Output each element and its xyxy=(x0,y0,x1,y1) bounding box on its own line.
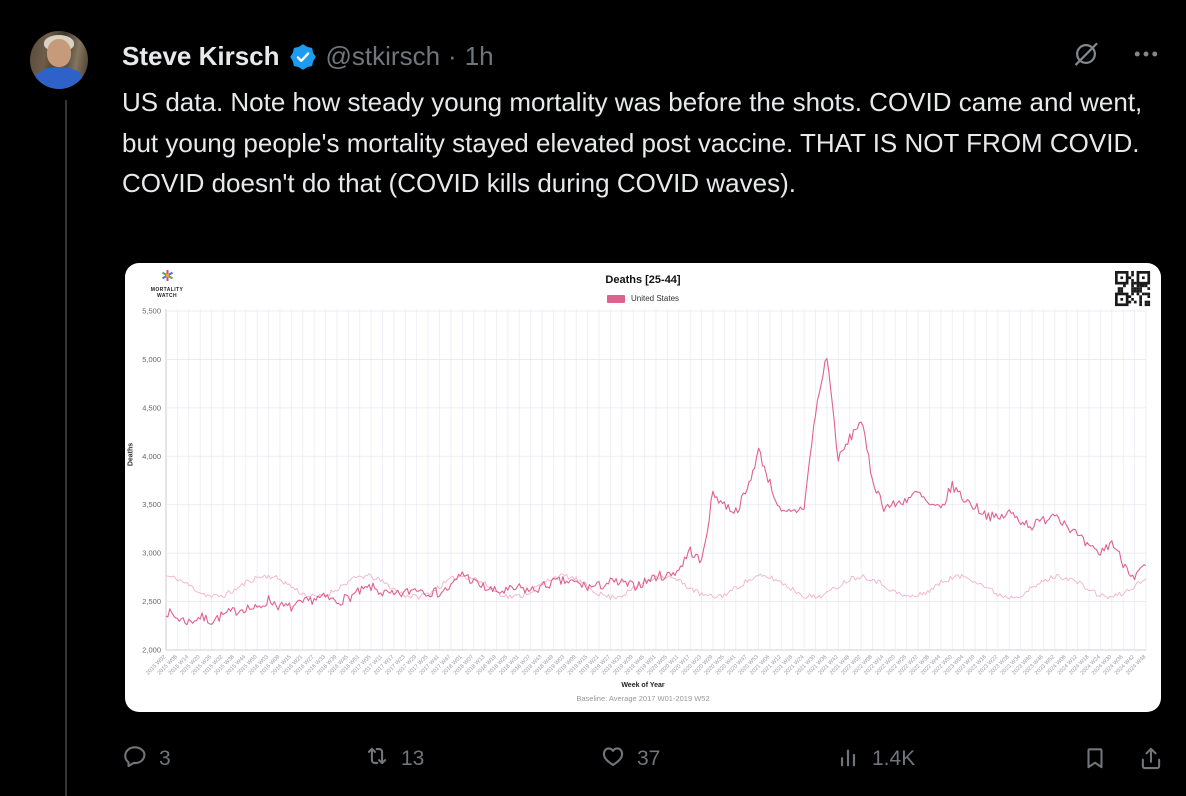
tweet-media-chart[interactable]: MORTALITY WATCH Deaths [25-44] United St… xyxy=(125,263,1161,712)
reply-count: 3 xyxy=(159,747,171,770)
svg-text:5,000: 5,000 xyxy=(142,355,161,364)
logo-text-line2: WATCH xyxy=(157,293,177,299)
y-axis-title: Deaths xyxy=(127,442,135,467)
reply-button[interactable]: 3 xyxy=(122,736,171,782)
repost-icon xyxy=(364,743,390,775)
legend-swatch xyxy=(606,294,625,303)
logo-text-line1: MORTALITY xyxy=(150,287,184,293)
bookmark-button[interactable] xyxy=(1082,745,1108,774)
tweet-body-text: US data. Note how steady young mortality… xyxy=(122,87,1143,198)
qr-code xyxy=(1115,271,1151,307)
engagement-bar: 3 13 37 1.4K xyxy=(122,736,1166,782)
svg-text:4,000: 4,000 xyxy=(142,452,161,461)
thread-connector-line xyxy=(65,100,67,796)
mortality-watch-logo: MORTALITY WATCH xyxy=(138,269,196,299)
repost-button[interactable]: 13 xyxy=(364,736,424,782)
author-name[interactable]: Steve Kirsch xyxy=(122,41,280,71)
svg-text:4,500: 4,500 xyxy=(142,403,161,412)
repost-count: 13 xyxy=(401,747,425,770)
share-button[interactable] xyxy=(1138,745,1164,774)
avatar[interactable] xyxy=(30,31,88,89)
line-chart-plot: 2,000 2,500 3,000 3,500 4,000 4,500 5,000 5,500… xyxy=(142,307,1147,676)
x-axis-title: Week of Year xyxy=(621,682,665,689)
svg-text:3,500: 3,500 xyxy=(142,500,161,509)
more-button[interactable] xyxy=(1132,40,1160,71)
views-button[interactable]: 1.4K xyxy=(835,736,915,782)
reply-icon xyxy=(122,743,148,775)
tweet-timestamp: 1h xyxy=(464,41,494,71)
views-count: 1.4K xyxy=(872,747,916,770)
like-button[interactable]: 37 xyxy=(600,736,660,782)
avatar-shirt xyxy=(35,67,83,89)
tweet-header: Steve Kirsch @stkirsch · 1h xyxy=(122,41,494,72)
legend-label: United States xyxy=(630,294,680,303)
svg-text:3,000: 3,000 xyxy=(142,549,161,558)
chart-footnote: Baseline: Average 2017 W01-2019 W52 xyxy=(576,694,710,703)
bookmark-icon xyxy=(1082,745,1108,774)
like-count: 37 xyxy=(637,747,661,770)
chart-legend: United States xyxy=(125,294,1161,303)
svg-text:5,500: 5,500 xyxy=(142,307,161,316)
more-icon xyxy=(1132,40,1160,71)
grok-button[interactable] xyxy=(1072,40,1100,71)
share-icon xyxy=(1138,745,1164,774)
svg-text:2,500: 2,500 xyxy=(142,597,161,606)
author-handle: @stkirsch xyxy=(325,41,441,71)
avatar-face xyxy=(47,39,71,67)
heart-icon xyxy=(600,743,626,775)
grok-icon xyxy=(1072,40,1100,71)
analytics-bars-icon xyxy=(835,743,861,775)
chart-title: Deaths [25-44] xyxy=(605,274,681,286)
svg-text:2,000: 2,000 xyxy=(142,646,161,655)
verified-badge-icon xyxy=(289,43,316,70)
meta-separator: · xyxy=(448,41,457,71)
